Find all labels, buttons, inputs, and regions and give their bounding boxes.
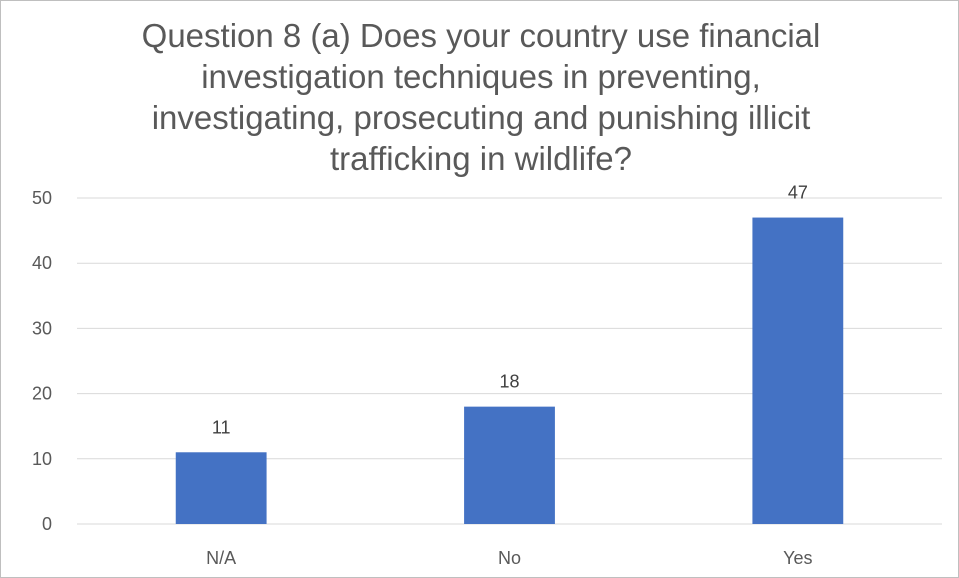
y-tick-label: 40 — [32, 253, 52, 273]
bar — [752, 217, 844, 524]
data-label: 11 — [212, 417, 231, 437]
y-tick-label: 30 — [32, 318, 52, 338]
bar — [175, 452, 267, 524]
chart-title-line-2: investigation techniques in preventing, — [201, 58, 761, 95]
y-tick-label: 0 — [42, 514, 52, 534]
y-tick-label: 50 — [32, 188, 52, 208]
chart-title-line-1: Question 8 (a) Does your country use fin… — [141, 17, 821, 54]
chart-title-line-4: trafficking in wildlife? — [329, 140, 633, 177]
bars — [175, 217, 844, 524]
x-tick-label: Yes — [783, 548, 812, 568]
data-labels: 11 18 47 — [212, 183, 808, 438]
y-tick-label: 20 — [32, 384, 52, 404]
y-tick-label: 10 — [32, 449, 52, 469]
x-tick-label: N/A — [206, 548, 236, 568]
y-axis-ticks: 0 10 20 30 40 50 — [32, 188, 52, 534]
x-tick-label: No — [498, 548, 521, 568]
data-label: 18 — [499, 372, 519, 392]
bar — [464, 406, 555, 524]
x-axis-ticks: N/A No Yes — [206, 548, 812, 568]
data-label: 47 — [788, 183, 808, 203]
chart-title-line-3: investigating, prosecuting and punishing… — [151, 99, 811, 136]
chart-title: Question 8 (a) Does your country use fin… — [61, 15, 901, 179]
